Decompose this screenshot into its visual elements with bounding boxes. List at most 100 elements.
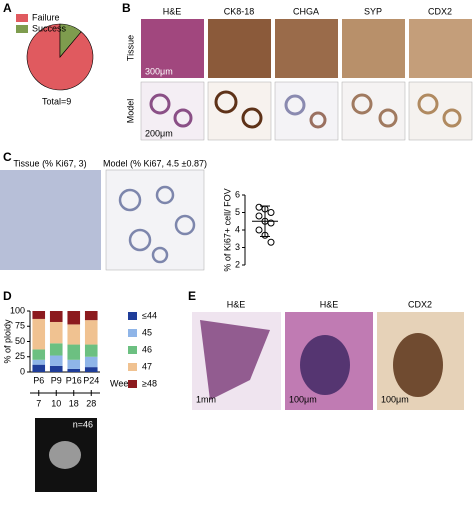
weeks-tick-label: 10 — [51, 398, 61, 408]
y-tick-label: 3 — [235, 242, 240, 252]
x-tick-label: P24 — [83, 375, 99, 385]
y-tick-label: 4 — [235, 224, 240, 234]
legend-label: 45 — [142, 327, 152, 337]
micrograph — [275, 19, 338, 78]
micrograph — [274, 81, 339, 141]
bar-segment — [67, 324, 81, 345]
x-tick-label: P6 — [33, 375, 44, 385]
micrograph — [408, 81, 473, 141]
image-title: Model (% Ki67, 4.5 ±0.87) — [103, 158, 207, 168]
panel-letter: D — [3, 289, 12, 303]
panel-letter: C — [3, 150, 12, 164]
column-label: H&E — [320, 299, 339, 309]
organoids — [118, 185, 196, 264]
tissue — [300, 335, 350, 395]
tissue — [393, 333, 443, 397]
bar-segment — [67, 344, 81, 360]
bar-segment — [84, 356, 98, 368]
scale-label: 200μm — [145, 128, 173, 138]
panel-b-images: 300μm 200μm H&E CK8-18 CHGA SYP CDX2 Tis… — [125, 6, 473, 141]
bar-segment — [32, 349, 46, 360]
y-tick-label: 0 — [20, 366, 25, 376]
legend-label: ≥48 — [142, 378, 157, 388]
y-tick-label: 75 — [15, 321, 25, 331]
column-label: CHGA — [293, 6, 319, 16]
micrograph — [141, 19, 204, 78]
legend-label: Success — [32, 23, 67, 33]
weeks-tick-label: 18 — [69, 398, 79, 408]
column-label: H&E — [227, 299, 246, 309]
bar-segment — [67, 368, 81, 372]
x-tick-label: P9 — [51, 375, 62, 385]
legend-swatch — [128, 329, 137, 337]
y-axis-label: % of Ki67+ cell/ FOV — [222, 188, 232, 271]
micrograph — [0, 170, 101, 270]
column-label: CDX2 — [428, 6, 452, 16]
micrograph — [207, 81, 272, 141]
column-label: H&E — [163, 6, 182, 16]
micrograph — [208, 19, 271, 78]
y-tick-label: 6 — [235, 189, 240, 199]
column-label: CDX2 — [408, 299, 432, 309]
y-axis-label: % of ploidy — [2, 319, 12, 364]
row-label: Model — [125, 99, 135, 124]
scale-label: 300μm — [145, 66, 173, 76]
bar-segment — [49, 355, 63, 366]
column-label: SYP — [364, 6, 382, 16]
legend-label: Failure — [32, 12, 60, 22]
bar-segment — [32, 311, 46, 319]
micrograph — [342, 19, 405, 78]
micrograph — [409, 19, 472, 78]
legend-label: ≤44 — [142, 310, 157, 320]
panel-letter: B — [122, 1, 131, 15]
y-tick-label: 100 — [10, 305, 25, 315]
scale-label: 1mm — [196, 394, 216, 404]
annotation: Total=9 — [42, 96, 71, 106]
y-tick-label: 2 — [235, 259, 240, 269]
panel-letter: E — [188, 289, 196, 303]
bar-segment — [49, 343, 63, 356]
data-point — [267, 238, 275, 246]
bar-segment — [84, 311, 98, 321]
legend-swatch — [128, 380, 137, 388]
bar-segment — [67, 359, 81, 369]
bar-segment — [32, 359, 46, 365]
row-label: Tissue — [125, 35, 135, 61]
bar-segment — [49, 311, 63, 322]
legend-label: 47 — [142, 361, 152, 371]
legend-swatch — [128, 363, 137, 371]
bar-segment — [49, 365, 63, 372]
bar-segment — [84, 344, 98, 357]
x-tick-label: P16 — [66, 375, 82, 385]
chromosome-spread — [49, 441, 81, 469]
y-tick-label: 50 — [15, 336, 25, 346]
scale-label: 100μm — [381, 394, 409, 404]
weeks-tick-label: 7 — [36, 398, 41, 408]
legend-swatch — [128, 312, 137, 320]
data-point — [255, 203, 263, 211]
pie-slice — [59, 23, 82, 58]
panel-c-images: Tissue (% Ki67, 3) Model (% Ki67, 4.5 ±0… — [0, 158, 207, 271]
y-tick-label: 25 — [15, 351, 25, 361]
legend-swatch — [16, 25, 28, 33]
bar-segment — [67, 311, 81, 325]
bar-segment — [84, 367, 98, 372]
data-point — [267, 209, 275, 216]
bar-segment — [84, 320, 98, 345]
organoids — [149, 90, 462, 129]
data-point — [255, 226, 263, 234]
panel-e-images: H&E H&E CDX2 1mm 100μm 100μm — [192, 299, 464, 410]
tissue — [200, 320, 270, 400]
panel-letter: A — [3, 1, 12, 15]
bar-segment — [32, 364, 46, 372]
legend-swatch — [128, 346, 137, 354]
count-label: n=46 — [73, 419, 93, 429]
column-label: CK8-18 — [224, 6, 255, 16]
image-title: Tissue (% Ki67, 3) — [13, 158, 86, 168]
y-tick-label: 5 — [235, 207, 240, 217]
micrograph — [105, 169, 205, 271]
bar-segment — [49, 321, 63, 344]
weeks-tick-label: 28 — [86, 398, 96, 408]
micrograph — [140, 81, 205, 141]
scale-label: 100μm — [289, 394, 317, 404]
